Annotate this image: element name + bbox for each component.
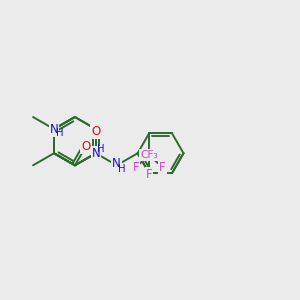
Text: H: H	[98, 144, 105, 154]
Text: F: F	[133, 161, 139, 174]
Text: N: N	[50, 123, 58, 136]
Text: N: N	[92, 147, 100, 160]
Text: H: H	[56, 128, 63, 138]
Text: F: F	[159, 161, 166, 174]
Text: O: O	[81, 140, 90, 153]
Text: CF₃: CF₃	[140, 150, 158, 160]
Text: N: N	[112, 157, 121, 170]
Text: H: H	[118, 164, 126, 174]
Text: F: F	[146, 168, 152, 181]
Text: O: O	[91, 125, 101, 138]
